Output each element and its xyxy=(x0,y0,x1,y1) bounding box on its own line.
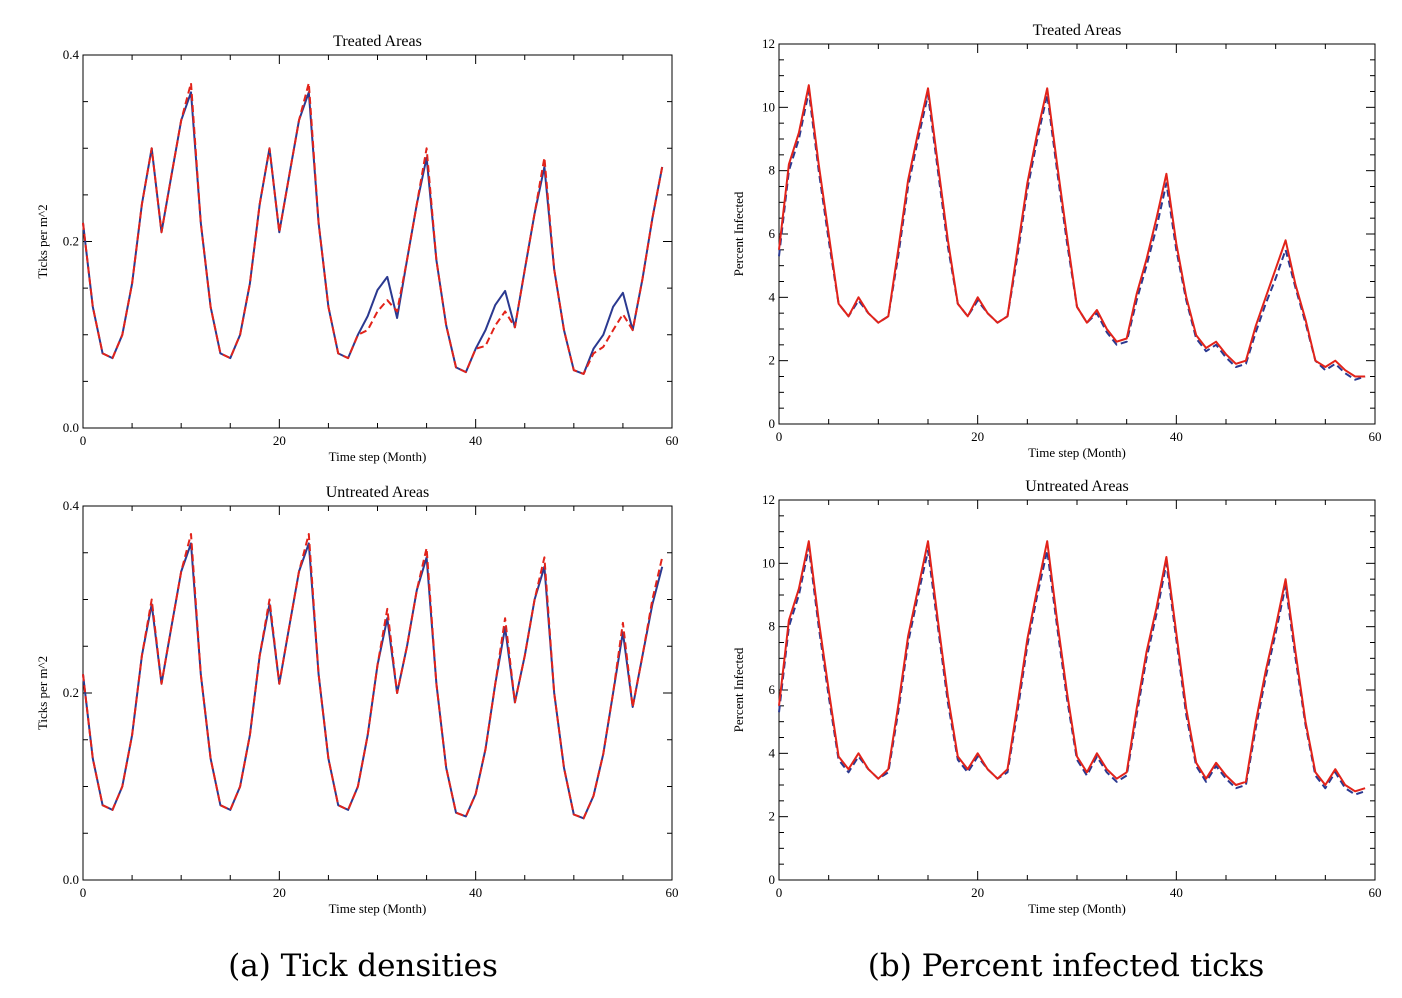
y-tick-label: 12 xyxy=(762,36,775,51)
chart-title: Untreated Areas xyxy=(326,484,430,501)
series-line-2-dashed xyxy=(82,82,664,375)
series-line-1-solid xyxy=(82,91,664,375)
y-tick-label: 2 xyxy=(769,809,776,824)
chart-title: Untreated Areas xyxy=(1025,478,1129,495)
x-axis-label: Time step (Month) xyxy=(329,901,427,916)
series-line-2-solid xyxy=(778,540,1366,793)
x-tick-label: 40 xyxy=(1170,429,1183,444)
x-axis-label: Time step (Month) xyxy=(1028,901,1126,916)
y-tick-label: 0.4 xyxy=(63,498,80,513)
chart-tick-density-untreated: 0 20 40 60 0.0 0.2 0.4 Untreated Areas Time step… xyxy=(35,484,679,916)
caption-a: (a) Tick densities xyxy=(228,948,498,984)
y-tick-label: 0 xyxy=(769,416,776,431)
x-tick-label: 60 xyxy=(666,433,679,448)
y-tick-label: 4 xyxy=(769,289,776,304)
x-tick-label: 60 xyxy=(666,885,679,900)
x-tick-label: 20 xyxy=(273,885,286,900)
chart-percent-infected-untreated: 0 20 40 60 0 2 4 6 8 10 12 Untreated Areas Time step… xyxy=(731,478,1382,916)
x-tick-label: 40 xyxy=(469,885,482,900)
plot-frame xyxy=(82,505,673,881)
chart-tick-density-treated: 0 20 40 60 0.0 0.2 0.4 Treated Areas Time step (… xyxy=(35,33,679,464)
x-tick-label: 60 xyxy=(1369,429,1382,444)
y-tick-label: 12 xyxy=(762,492,775,507)
y-tick-label: 0 xyxy=(769,872,776,887)
plot-frame xyxy=(778,499,1376,881)
chart-percent-infected-treated: 0 20 40 60 0 2 4 6 8 10 12 Treated Areas Time step (… xyxy=(731,22,1382,460)
y-tick-label: 2 xyxy=(769,353,776,368)
x-axis-label: Time step (Month) xyxy=(1028,445,1126,460)
x-tick-label: 20 xyxy=(273,433,286,448)
series-line-1-dashed xyxy=(778,90,1366,381)
y-axis-label: Ticks per m^2 xyxy=(35,204,50,278)
y-axis-label: Percent Infected xyxy=(731,647,746,732)
y-tick-label: 8 xyxy=(769,163,776,178)
x-tick-label: 20 xyxy=(971,885,984,900)
x-tick-label: 60 xyxy=(1369,885,1382,900)
y-tick-label: 10 xyxy=(762,555,775,570)
x-tick-label: 0 xyxy=(776,885,783,900)
y-tick-label: 4 xyxy=(769,745,776,760)
y-tick-label: 6 xyxy=(769,682,776,697)
caption-b: (b) Percent infected ticks xyxy=(868,948,1265,984)
series-line-1-solid xyxy=(82,542,664,820)
y-axis-label: Percent Infected xyxy=(731,191,746,276)
y-tick-label: 0.4 xyxy=(63,47,80,62)
y-tick-label: 10 xyxy=(762,99,775,114)
series-line-2-dashed xyxy=(82,533,664,820)
y-tick-label: 0.0 xyxy=(63,872,79,887)
chart-title: Treated Areas xyxy=(333,33,422,50)
series-line-1-dashed xyxy=(778,546,1366,796)
y-tick-label: 8 xyxy=(769,619,776,634)
x-tick-label: 20 xyxy=(971,429,984,444)
y-tick-label: 0.2 xyxy=(63,685,79,700)
x-tick-label: 0 xyxy=(776,429,783,444)
x-axis-label: Time step (Month) xyxy=(329,449,427,464)
x-tick-label: 40 xyxy=(469,433,482,448)
x-tick-label: 0 xyxy=(80,433,87,448)
x-tick-label: 40 xyxy=(1170,885,1183,900)
y-axis-label: Ticks per m^2 xyxy=(35,656,50,730)
plot-frame xyxy=(778,43,1376,425)
y-tick-label: 0.0 xyxy=(63,420,79,435)
y-tick-label: 6 xyxy=(769,226,776,241)
series-line-2-solid xyxy=(778,84,1366,378)
y-tick-label: 0.2 xyxy=(63,234,79,249)
x-tick-label: 0 xyxy=(80,885,87,900)
chart-title: Treated Areas xyxy=(1033,22,1122,39)
